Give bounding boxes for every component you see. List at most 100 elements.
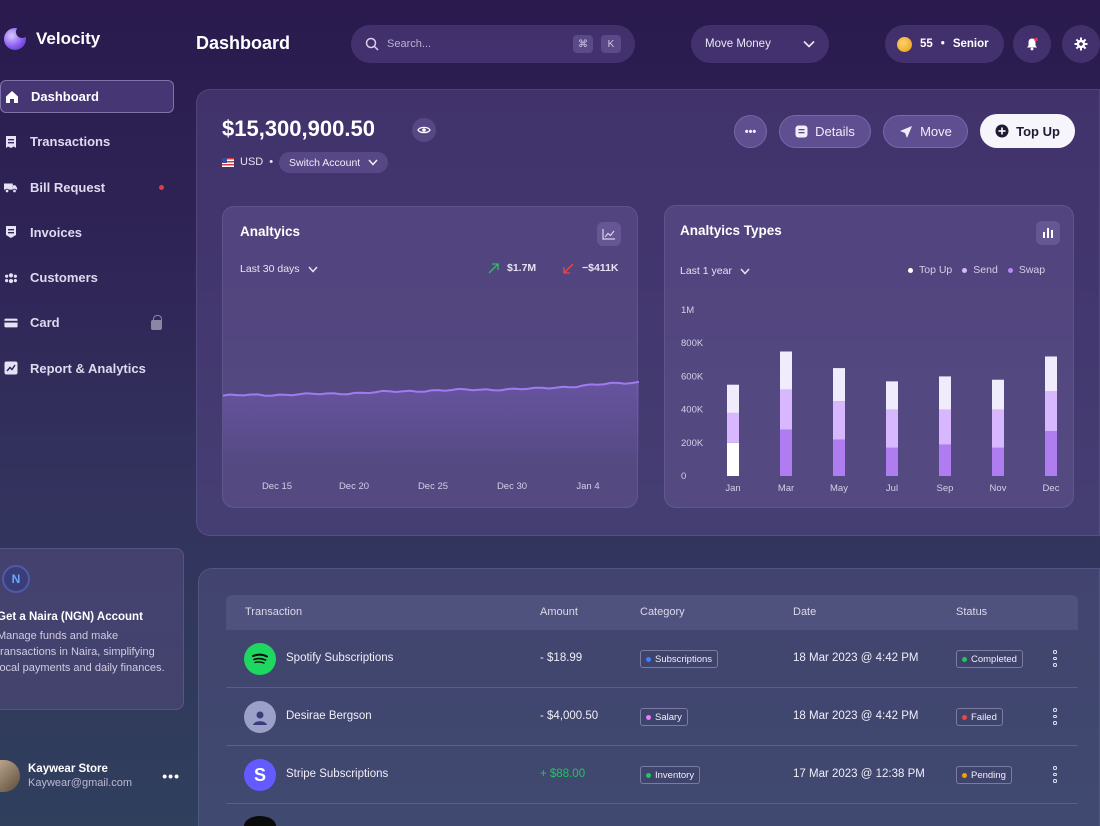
avatar <box>0 760 20 792</box>
transaction-name: Desirae Bergson <box>286 710 372 722</box>
promo-title: Get a Naira (NGN) Account <box>0 611 143 623</box>
top-up-button[interactable]: Top Up <box>980 114 1075 148</box>
sidebar-item-label: Card <box>30 315 60 331</box>
analytics-range-dropdown[interactable]: Last 30 days <box>240 263 318 275</box>
details-button[interactable]: Details <box>779 115 871 148</box>
plus-circle-icon <box>995 124 1009 138</box>
sidebar-item-report-analytics[interactable]: Report & Analytics <box>0 352 174 385</box>
notifications-button[interactable] <box>1013 25 1051 63</box>
user-profile[interactable]: Kaywear Store Kaywear@gmail.com ••• <box>0 760 180 792</box>
analytics-card: Analtyics Last 30 days $1.7M −$411K Dec … <box>222 206 639 508</box>
settings-button[interactable] <box>1062 25 1100 63</box>
analytics-inflow: $1.7M <box>488 262 536 274</box>
transaction-name: Stripe Subscriptions <box>286 768 389 780</box>
app-name: Velocity <box>36 29 101 48</box>
bar-segment <box>727 384 739 413</box>
x-tick-label: Jan 4 <box>576 481 599 492</box>
sidebar-item-label: Report & Analytics <box>30 360 146 376</box>
rewards-points[interactable]: 55 • Senior <box>885 25 1004 63</box>
status-badge: Failed <box>956 708 1003 726</box>
coin-icon <box>897 36 912 52</box>
bar-segment <box>886 381 898 410</box>
sidebar-item-label: Transactions <box>30 134 111 150</box>
arrow-down-left-icon <box>563 263 574 274</box>
transaction-name: Spotify Subscriptions <box>286 652 394 664</box>
home-icon <box>5 90 19 104</box>
status-label: Completed <box>971 653 1017 665</box>
sidebar-item-customers[interactable]: Customers <box>0 261 174 294</box>
switch-account-dropdown[interactable]: Switch Account <box>279 152 389 173</box>
points-value: 55 <box>920 38 933 50</box>
chevron-down-icon <box>740 268 750 275</box>
users-icon <box>4 271 18 285</box>
table-row[interactable]: Desirae Bergson - $4,000.50 Salary 18 Ma… <box>226 688 1078 746</box>
inflow-value: $1.7M <box>507 262 537 274</box>
category-dot <box>646 656 651 662</box>
move-money-dropdown[interactable]: Move Money <box>691 25 829 63</box>
sidebar-nav: Dashboard Transactions Bill Request Invo… <box>0 80 174 397</box>
bar-segment <box>780 389 792 430</box>
chevron-down-icon <box>368 159 378 166</box>
analytics-types-card: Analtyics Types Last 1 year Top Up Send … <box>664 205 1074 508</box>
x-tick-label: Nov <box>990 483 1007 494</box>
sidebar-item-invoices[interactable]: Invoices <box>0 216 174 249</box>
move-button[interactable]: Move <box>883 115 968 148</box>
stripe-icon: S <box>244 759 276 791</box>
transaction-date: 17 Mar 2023 @ 12:38 PM <box>793 768 925 780</box>
promo-text: Manage funds and make transactions in Na… <box>0 630 165 674</box>
chart-type-button[interactable] <box>597 222 621 246</box>
row-more-icon[interactable] <box>1050 766 1060 783</box>
category-dot <box>646 714 651 720</box>
table-row[interactable]: S Stripe Subscriptions + $88.00 Inventor… <box>226 746 1078 804</box>
user-name: Kaywear Store <box>28 763 108 775</box>
column-category: Category <box>640 606 685 618</box>
transaction-amount: + $88.00 <box>540 768 586 780</box>
x-tick-label: Dec 30 <box>497 481 527 492</box>
category-label: Inventory <box>655 769 695 781</box>
toggle-balance-visibility[interactable] <box>412 118 436 142</box>
column-amount: Amount <box>540 606 578 618</box>
page-title: Dashboard <box>196 33 291 53</box>
table-row[interactable]: Spotify Subscriptions - $18.99 Subscript… <box>226 630 1078 688</box>
y-tick-label: 1M <box>681 305 694 316</box>
analytics-types-title: Analtyics Types <box>680 223 782 238</box>
search-input[interactable] <box>387 38 565 50</box>
series-line <box>223 380 639 397</box>
x-tick-label: Dec 20 <box>339 481 369 492</box>
avatar-icon <box>244 701 276 733</box>
analytics-line-chart: Dec 15 Dec 20 Dec 25 Dec 30 Jan 4 <box>223 380 639 492</box>
category-dot <box>646 772 651 778</box>
notification-dot <box>159 184 164 190</box>
sidebar-item-bill-request[interactable]: Bill Request <box>0 171 174 204</box>
bar-segment <box>1045 391 1057 432</box>
bar-chart-button[interactable] <box>1036 221 1060 245</box>
sidebar-item-label: Bill Request <box>30 179 106 195</box>
legend-send: Send <box>973 264 998 276</box>
bar-segment <box>727 412 739 443</box>
shortcut-key-cmd: ⌘ <box>573 35 593 53</box>
analytics-types-range-dropdown[interactable]: Last 1 year <box>680 265 750 277</box>
row-more-icon[interactable] <box>1050 708 1060 725</box>
app-logo[interactable]: Velocity <box>4 26 101 50</box>
bar-segment <box>886 409 898 448</box>
sidebar-item-transactions[interactable]: Transactions <box>0 125 174 158</box>
tier-label: Senior <box>952 38 989 50</box>
bar-segment <box>939 376 951 410</box>
status-label: Failed <box>971 711 997 723</box>
line-area <box>223 381 639 467</box>
move-money-label: Move Money <box>705 38 771 50</box>
sidebar-item-label: Invoices <box>30 224 83 240</box>
y-tick-label: 600K <box>681 371 704 382</box>
row-more-icon[interactable] <box>1050 650 1060 667</box>
search-bar[interactable]: ⌘ K <box>351 25 635 63</box>
sidebar-item-dashboard[interactable]: Dashboard <box>0 80 174 113</box>
more-actions-button[interactable]: ••• <box>734 115 767 148</box>
naira-account-promo[interactable]: N Get a Naira (NGN) Account Manage funds… <box>0 548 184 710</box>
category-badge: Salary <box>640 708 688 726</box>
move-label: Move <box>920 124 952 139</box>
sidebar-item-label: Dashboard <box>31 89 99 104</box>
more-options-icon[interactable]: ••• <box>162 768 180 784</box>
sidebar-item-card[interactable]: Card <box>0 306 174 339</box>
category-badge: Inventory <box>640 766 701 784</box>
bar-segment <box>939 444 951 476</box>
